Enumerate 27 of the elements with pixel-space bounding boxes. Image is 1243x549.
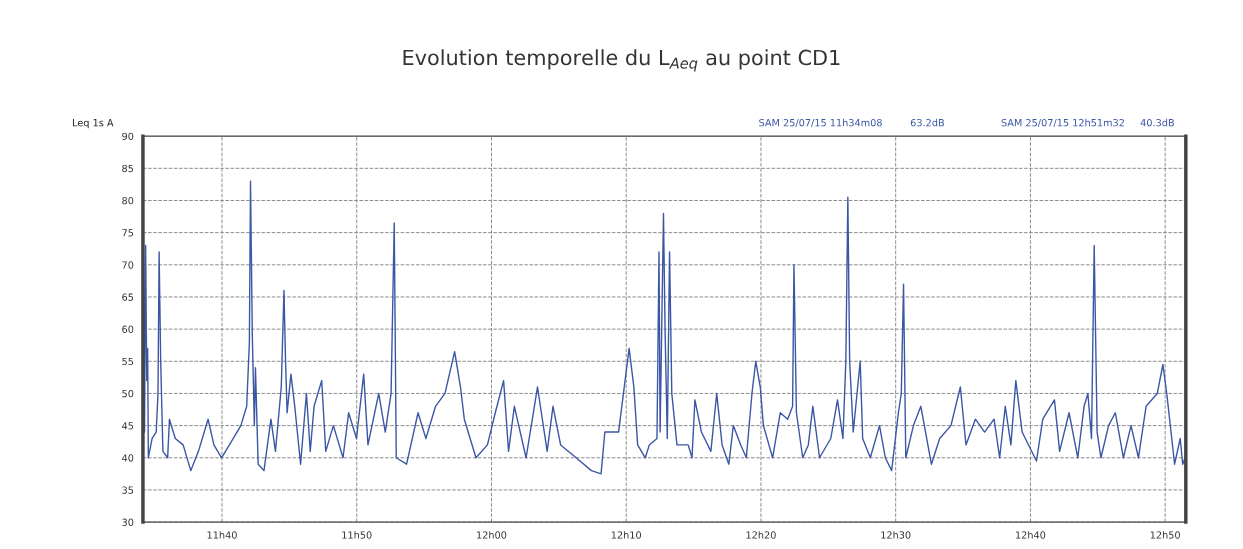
- y-tick-label: 45: [122, 422, 134, 430]
- y-tick-label: 70: [122, 261, 134, 269]
- x-tick-label: 12h00: [477, 531, 507, 539]
- y-tick-label: 35: [122, 486, 134, 494]
- y-tick-label: 80: [122, 196, 134, 205]
- x-tick-label: 11h40: [207, 531, 237, 539]
- x-tick-label: 12h50: [1150, 531, 1180, 539]
- x-tick-label: 12h40: [1016, 531, 1046, 539]
- y-tick-label: 50: [122, 389, 134, 398]
- y-tick-label: 30: [122, 518, 134, 526]
- y-tick-label: 40: [122, 454, 134, 462]
- y-tick-label: 85: [122, 164, 134, 173]
- y-tick-label: 65: [122, 293, 134, 301]
- y-tick-label: 60: [122, 325, 134, 333]
- chart-title: Evolution temporelle du L$_{Aeq}$ au point CD1: [403, 49, 840, 72]
- text: SAM 25/07/15 11h34m08: [759, 118, 882, 128]
- x-tick-label: 12h20: [746, 531, 776, 539]
- x-tick-label: 12h30: [881, 531, 911, 539]
- text: 63.2dB: [910, 118, 944, 127]
- text: 40.3dB: [1140, 118, 1174, 127]
- text: Leq 1s A: [73, 119, 114, 129]
- x-tick-label: 11h50: [342, 531, 372, 539]
- y-tick-label: 75: [122, 229, 134, 237]
- y-tick-label: 90: [122, 132, 134, 140]
- y-tick-label: 55: [122, 357, 134, 366]
- x-tick-label: 12h10: [611, 531, 642, 539]
- text: SAM 25/07/15 12h51m32: [1001, 118, 1124, 128]
